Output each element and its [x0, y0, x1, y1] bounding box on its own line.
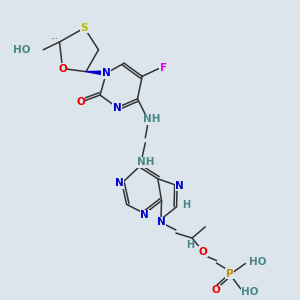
Text: N: N	[102, 68, 111, 78]
Text: N: N	[140, 210, 149, 220]
Text: NH: NH	[143, 114, 160, 124]
Text: O: O	[199, 247, 208, 257]
Text: HO: HO	[242, 287, 259, 297]
Text: O: O	[58, 64, 67, 74]
Text: S: S	[81, 23, 88, 33]
Text: N: N	[113, 103, 122, 112]
Text: HO: HO	[13, 45, 30, 55]
Text: F: F	[160, 63, 167, 73]
Text: N: N	[115, 178, 124, 188]
Text: O: O	[76, 97, 85, 107]
Text: N: N	[175, 181, 184, 190]
Polygon shape	[86, 71, 106, 75]
Text: HO: HO	[249, 257, 266, 267]
Text: ···: ···	[50, 35, 58, 44]
Text: H: H	[182, 200, 190, 210]
Text: O: O	[212, 285, 220, 295]
Text: P: P	[226, 268, 233, 279]
Text: H: H	[187, 240, 195, 250]
Text: N: N	[157, 218, 165, 227]
Text: NH: NH	[136, 157, 154, 167]
